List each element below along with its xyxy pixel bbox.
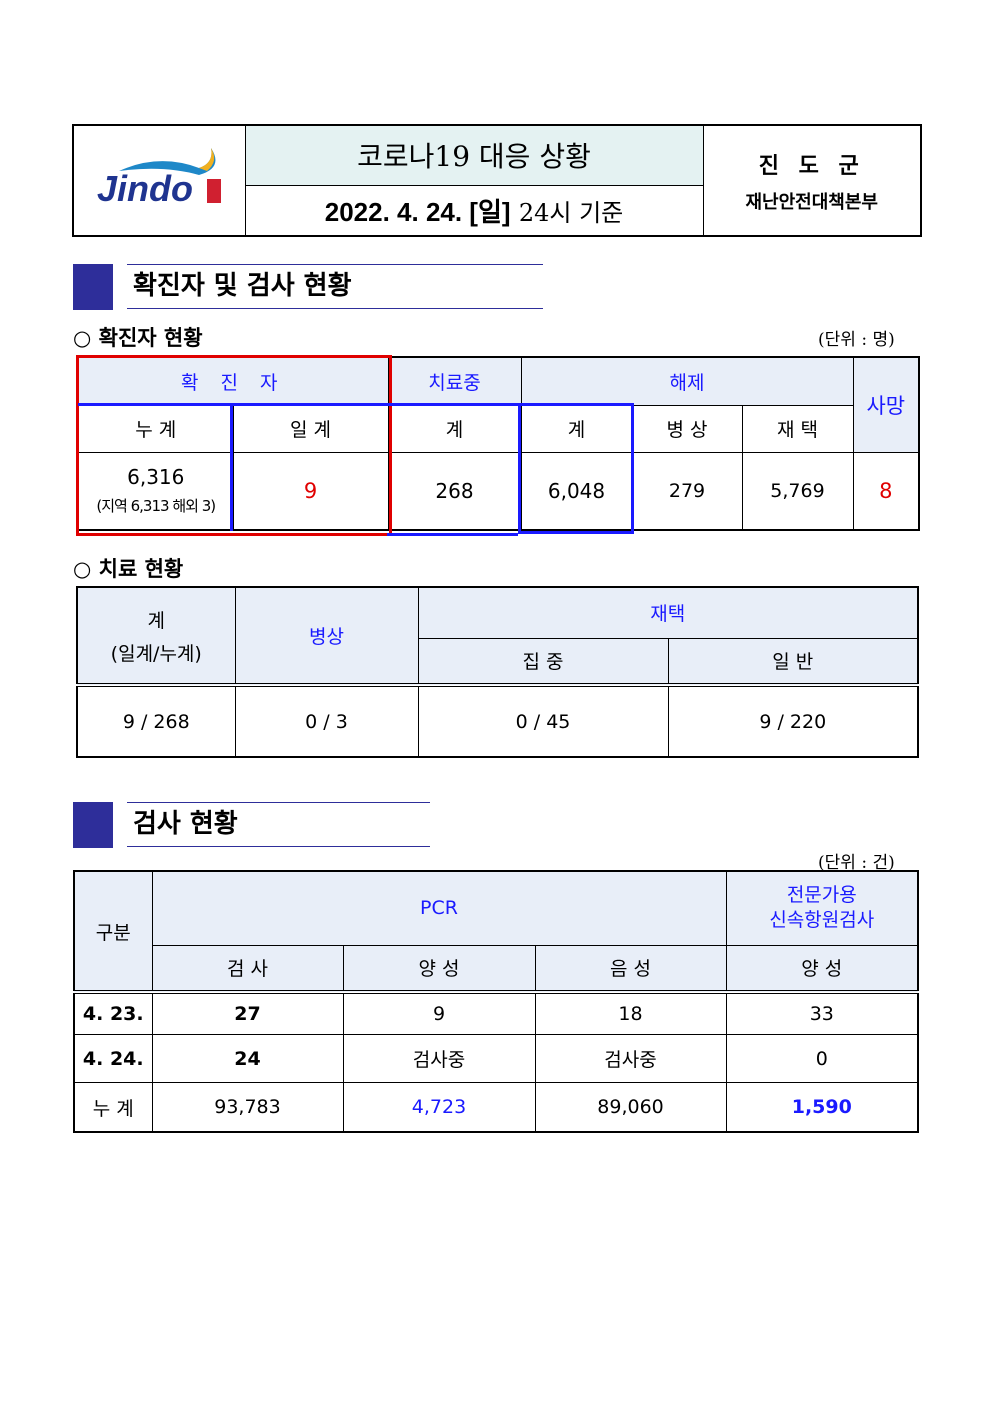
tests-value: 27	[151, 989, 344, 1035]
header-death: 사망	[852, 356, 920, 453]
cumulative-cell: 6,316 (지역 6,313 해외 3)	[77, 451, 234, 531]
negative-value: 검사중	[534, 1033, 727, 1084]
subsection-heading: ○ 치료 현황	[73, 557, 184, 581]
header-total: 계 (일계/누계)	[76, 586, 236, 686]
positive-value: 검사중	[342, 1033, 536, 1084]
tests-value: 93,783	[151, 1082, 344, 1133]
confirmed-table: 확 진 자 치료중 해제 사망 누 계 일 계 계 계 병 상 재 택 6,31…	[77, 356, 921, 531]
row-label: 4. 24.	[73, 1033, 153, 1084]
header-hospital: 병상	[234, 586, 419, 686]
tests-value: 24	[151, 1033, 344, 1084]
header-pcr: PCR	[151, 870, 727, 946]
header-treating: 치료중	[387, 356, 522, 406]
total-value: 9 / 268	[76, 683, 236, 758]
section-title: 확진자 및 검사 현황	[127, 264, 543, 309]
jindo-logo: Jindo	[72, 124, 246, 237]
header-positive: 양 성	[342, 944, 536, 993]
header-box: Jindo 코로나19 대응 상황 진 도 군 재난안전대책본부 2022. 4…	[72, 124, 922, 237]
cumulative-value: 6,316	[127, 465, 185, 490]
treating-value: 268	[387, 451, 522, 531]
released-value: 6,048	[520, 451, 633, 531]
unit-label: (단위 : 건)	[818, 853, 895, 873]
general-value: 9 / 220	[667, 683, 919, 758]
positive-value: 9	[342, 989, 536, 1035]
report-title: 코로나19 대응 상황	[244, 124, 704, 186]
header-hospital: 병 상	[631, 404, 743, 453]
header-tests: 검 사	[151, 944, 344, 993]
header-home: 재택	[417, 586, 919, 639]
header-negative: 음 성	[534, 944, 727, 993]
header-home: 재 택	[741, 404, 854, 453]
home-value: 5,769	[741, 451, 854, 531]
subsection-heading: ○ 확진자 현황	[73, 326, 203, 350]
svg-text:Jindo: Jindo	[97, 168, 193, 209]
treatment-table: 계 (일계/누계) 병상 재택 집 중 일 반 9 / 268 0 / 3 0 /…	[76, 586, 919, 758]
time-text: 24시 기준	[518, 198, 624, 227]
header-rapid: 전문가용 신속항원검사	[725, 870, 919, 946]
header-treating-total: 계	[387, 404, 522, 453]
rapid-value: 1,590	[725, 1082, 919, 1133]
negative-value: 89,060	[534, 1082, 727, 1133]
unit-label: (단위 : 명)	[818, 330, 895, 350]
header-daily: 일 계	[232, 404, 389, 453]
header-general: 일 반	[667, 637, 919, 686]
section-marker	[73, 802, 113, 848]
intensive-value: 0 / 45	[417, 683, 669, 758]
header-total-label: 계	[147, 609, 165, 632]
organization: 진 도 군 재난안전대책본부	[702, 124, 922, 237]
header-total-sub: (일계/누계)	[110, 642, 202, 665]
table-row: 4. 23. 27 9 18 33	[73, 989, 919, 1035]
jindo-logo-icon: Jindo	[97, 148, 222, 209]
daily-value: 9	[232, 451, 389, 531]
header-released: 해제	[520, 356, 854, 406]
row-label: 누 계	[73, 1082, 153, 1133]
org-dept: 재난안전대책본부	[745, 191, 878, 213]
report-date: 2022. 4. 24. [일] 24시 기준	[244, 184, 704, 237]
date-text: 2022. 4. 24. [일]	[324, 196, 511, 227]
table-row: 4. 24. 24 검사중 검사중 0	[73, 1033, 919, 1084]
rapid-value: 0	[725, 1033, 919, 1084]
org-name: 진 도 군	[758, 152, 865, 179]
hospital-value: 279	[631, 451, 743, 531]
section-marker	[73, 264, 113, 310]
row-label: 4. 23.	[73, 989, 153, 1035]
header-rapid-positive: 양 성	[725, 944, 919, 993]
test-table: 구분 PCR 전문가용 신속항원검사 검 사 양 성 음 성 양 성 4. 23…	[73, 870, 920, 1133]
positive-value: 4,723	[342, 1082, 536, 1133]
header-category: 구분	[73, 870, 153, 993]
header-confirmed: 확 진 자	[77, 356, 389, 406]
header-intensive: 집 중	[417, 637, 669, 686]
header-released-total: 계	[520, 404, 633, 453]
rapid-value: 33	[725, 989, 919, 1035]
hospital-value: 0 / 3	[234, 683, 419, 758]
cumulative-detail: (지역 6,313 해외 3)	[96, 497, 216, 516]
negative-value: 18	[534, 989, 727, 1035]
header-cumulative: 누 계	[77, 404, 234, 453]
section-title: 검사 현황	[127, 802, 430, 847]
table-row: 누 계 93,783 4,723 89,060 1,590	[73, 1082, 919, 1133]
death-value: 8	[852, 451, 920, 531]
